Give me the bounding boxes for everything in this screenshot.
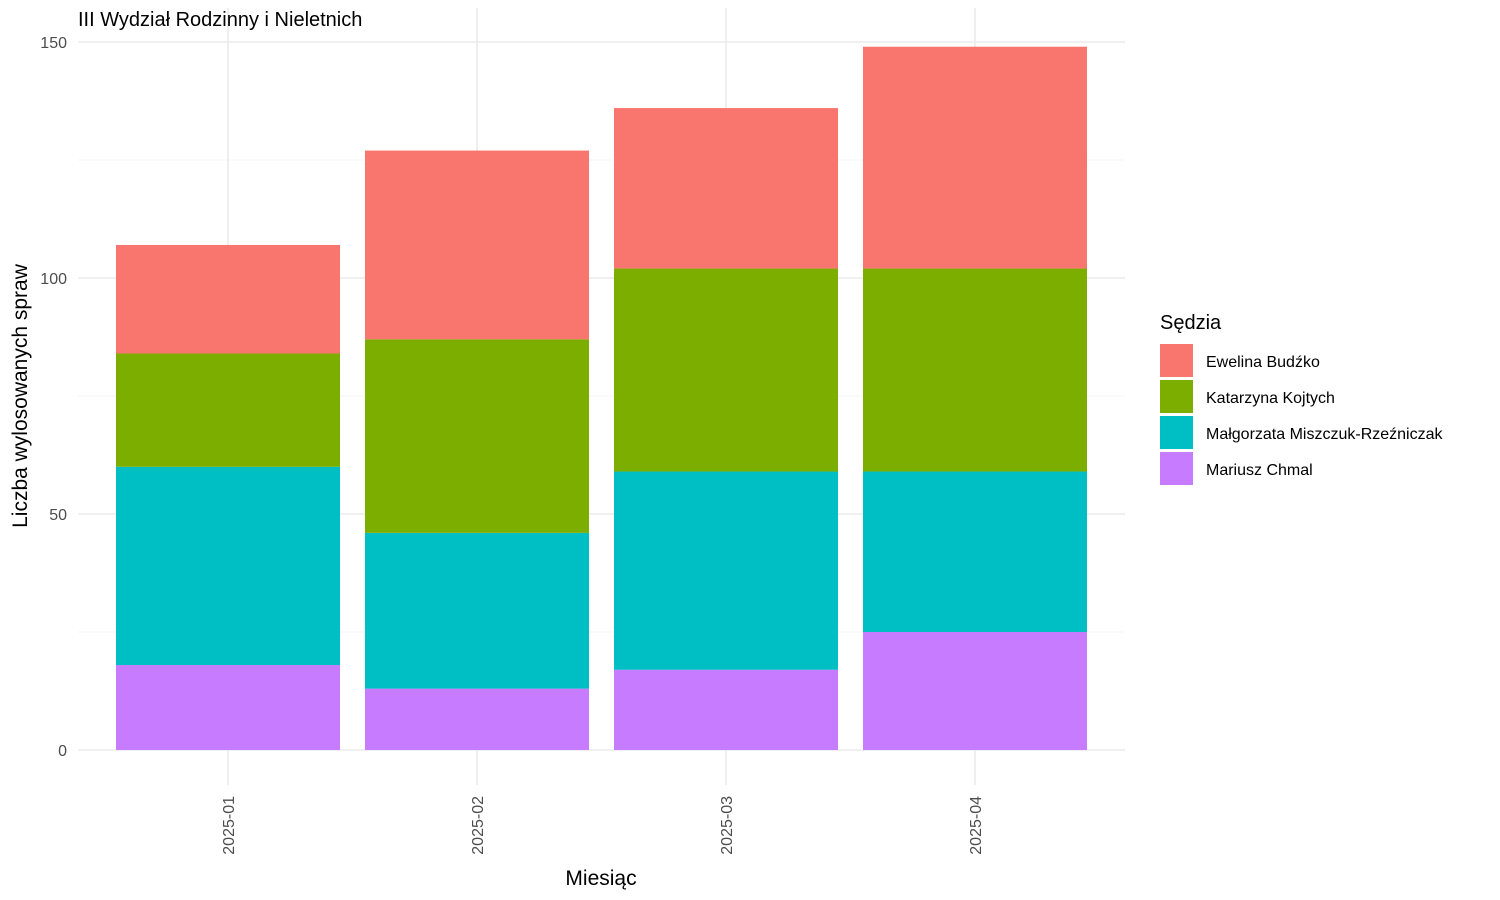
x-tick-label: 2025-04 (968, 796, 985, 855)
legend-swatch (1160, 416, 1193, 449)
x-tick-label: 2025-03 (719, 796, 736, 855)
bar-segment (614, 471, 838, 670)
bar-segment (116, 244, 340, 354)
bar-segment (116, 466, 340, 666)
legend-label: Mariusz Chmal (1206, 462, 1313, 479)
x-axis-ticks: 2025-01 2025-02 2025-03 2025-04 (221, 796, 985, 855)
bar-segment (116, 665, 340, 750)
bar-segment (863, 46, 1087, 269)
bar-segment (614, 268, 838, 472)
y-tick-label: 50 (49, 507, 67, 524)
bar-segment (614, 108, 838, 269)
bar-segment (614, 669, 838, 750)
bar-segment (365, 532, 589, 689)
bar-segment (863, 632, 1087, 750)
y-tick-label: 100 (40, 271, 67, 288)
x-tick-label: 2025-02 (470, 796, 487, 855)
y-tick-label: 0 (58, 743, 67, 760)
legend-label: Katarzyna Kojtych (1206, 390, 1335, 407)
legend-swatch (1160, 344, 1193, 377)
bar-segment (863, 471, 1087, 632)
legend-swatch (1160, 452, 1193, 485)
legend-label: Ewelina Budźko (1206, 354, 1320, 371)
bar-segment (365, 688, 589, 750)
legend-title: Sędzia (1160, 312, 1222, 334)
bars (116, 46, 1087, 750)
x-tick-label: 2025-01 (221, 796, 238, 855)
legend-label: Małgorzata Miszczuk-Rzeźniczak (1206, 426, 1444, 443)
y-axis-ticks: 0 50 100 150 (40, 35, 67, 760)
chart-title: III Wydział Rodzinny i Nieletnich (78, 9, 362, 31)
legend-swatch (1160, 380, 1193, 413)
bar-segment (863, 268, 1087, 472)
bar-segment (365, 150, 589, 340)
y-tick-label: 150 (40, 35, 67, 52)
legend: Sędzia Ewelina Budźko Katarzyna Kojtych Ma… (1160, 312, 1444, 485)
x-axis-title: Miesiąc (565, 867, 636, 890)
bar-segment (116, 353, 340, 467)
bar-segment (365, 339, 589, 533)
y-axis-title: Liczba wylosowanych spraw (9, 263, 32, 528)
